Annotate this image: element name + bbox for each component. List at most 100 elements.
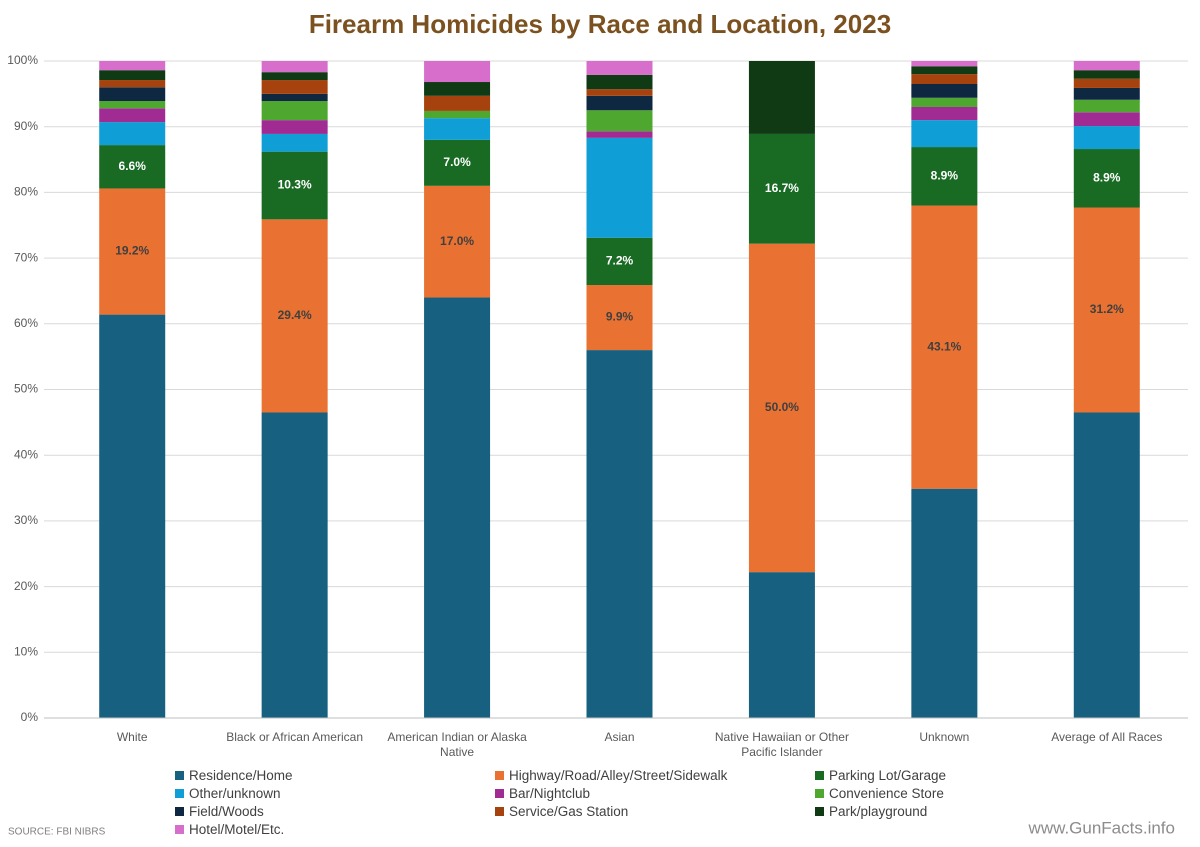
- data-label: 17.0%: [440, 234, 474, 248]
- y-tick-label: 70%: [14, 250, 38, 264]
- bar-segment: [748, 243, 815, 573]
- bar-segment: [99, 188, 166, 315]
- bar-segment: [1073, 412, 1140, 718]
- legend-swatch: [495, 771, 504, 780]
- credit: www.GunFacts.info: [1028, 818, 1175, 837]
- x-tick-label: Unknown: [919, 730, 970, 744]
- bar-segment: [261, 412, 328, 718]
- data-label: 31.2%: [1090, 302, 1124, 316]
- legend-item: Hotel/Motel/Etc.: [175, 822, 284, 838]
- bar-segment: [424, 118, 491, 140]
- bar-segment: [424, 297, 491, 718]
- legend-swatch: [815, 789, 824, 798]
- bar-segment: [1073, 70, 1140, 79]
- legend-item: Field/Woods: [175, 804, 264, 820]
- x-tick-label: Native Hawaiian or Other Pacific Islande…: [714, 730, 849, 759]
- bar-segment: [586, 131, 653, 138]
- bar-segment: [1073, 99, 1140, 113]
- bar-segment: [424, 110, 491, 119]
- bar-segment: [586, 61, 653, 75]
- legend-swatch: [175, 789, 184, 798]
- bar-segment: [424, 139, 491, 186]
- legend-label: Field/Woods: [189, 804, 264, 819]
- legend-item: Park/playground: [815, 804, 927, 820]
- bar-segment: [261, 72, 328, 81]
- y-tick-label: 40%: [14, 447, 38, 461]
- bar-segment: [911, 147, 978, 206]
- legend-item: Residence/Home: [175, 768, 293, 784]
- bar-segment: [261, 151, 328, 220]
- legend-label: Bar/Nightclub: [509, 786, 591, 801]
- bar-segment: [261, 101, 328, 121]
- bar-segment: [99, 70, 166, 81]
- bar-segment: [99, 314, 166, 718]
- x-tick-label: Average of All Races: [1051, 730, 1163, 744]
- bar-segment: [586, 89, 653, 96]
- legend-item: Bar/Nightclub: [495, 786, 590, 802]
- bar-segment: [99, 80, 166, 88]
- bar-segment: [586, 285, 653, 351]
- legend-item: Other/unknown: [175, 786, 281, 802]
- legend-label: Residence/Home: [189, 768, 293, 783]
- bar-segment: [99, 122, 166, 146]
- bar-segment: [586, 237, 653, 286]
- bar-segment: [911, 106, 978, 121]
- data-label: 8.9%: [931, 168, 959, 182]
- bar-segment: [99, 87, 166, 102]
- x-tick-label: White: [116, 730, 148, 744]
- bar-segment: [261, 133, 328, 152]
- legend-swatch: [815, 771, 824, 780]
- bar-segment: [586, 110, 653, 132]
- data-label: 19.2%: [115, 244, 149, 258]
- y-tick-label: 50%: [14, 382, 38, 396]
- bar-segment: [99, 101, 166, 109]
- bar-segment: [1073, 207, 1140, 413]
- bar-segment: [424, 61, 491, 83]
- legend-swatch: [495, 789, 504, 798]
- chart-title: Firearm Homicides by Race and Location, …: [309, 9, 891, 39]
- x-tick-label: Asian: [604, 730, 635, 744]
- data-label: 10.3%: [278, 178, 312, 192]
- bar-segment: [1073, 149, 1140, 208]
- bar-segment: [424, 82, 491, 96]
- bar-segment: [99, 145, 166, 189]
- bar-segment: [911, 83, 978, 98]
- data-label: 43.1%: [927, 339, 961, 353]
- legend-label: Other/unknown: [189, 786, 281, 801]
- legend-label: Parking Lot/Garage: [829, 768, 947, 783]
- y-tick-label: 90%: [14, 119, 38, 133]
- bar-segment: [1073, 87, 1140, 100]
- bar-segment: [748, 61, 815, 134]
- bar-segment: [1073, 61, 1140, 71]
- bar-segment: [911, 205, 978, 489]
- legend-item: Service/Gas Station: [495, 804, 628, 820]
- bar-segment: [748, 133, 815, 244]
- bar-segment: [261, 80, 328, 94]
- data-label: 6.6%: [119, 159, 147, 173]
- legend-label: Park/playground: [829, 804, 928, 819]
- bar-segment: [911, 61, 978, 67]
- bar-segment: [911, 74, 978, 84]
- legend-label: Convenience Store: [829, 786, 944, 801]
- bar-segment: [424, 185, 491, 298]
- data-label: 29.4%: [278, 308, 312, 322]
- bar-segment: [911, 66, 978, 75]
- x-tick-label: American Indian or Alaska Native: [387, 730, 527, 759]
- data-label: 16.7%: [765, 181, 799, 195]
- legend-label: Hotel/Motel/Etc.: [189, 822, 285, 837]
- bar-segment: [586, 74, 653, 90]
- legend-label: Highway/Road/Alley/Street/Sidewalk: [509, 768, 728, 783]
- x-tick-label: Black or African American: [226, 730, 363, 744]
- bar-segment: [261, 120, 328, 134]
- bar-segment: [586, 95, 653, 111]
- bar-segment: [911, 488, 978, 718]
- bar-segment: [586, 137, 653, 238]
- bar-segment: [99, 108, 166, 123]
- legend-label: Service/Gas Station: [509, 804, 629, 819]
- bar-segment: [911, 97, 978, 107]
- legend-item: Convenience Store: [815, 786, 944, 802]
- y-tick-label: 30%: [14, 513, 38, 527]
- y-tick-label: 60%: [14, 316, 38, 330]
- bar-segment: [261, 219, 328, 413]
